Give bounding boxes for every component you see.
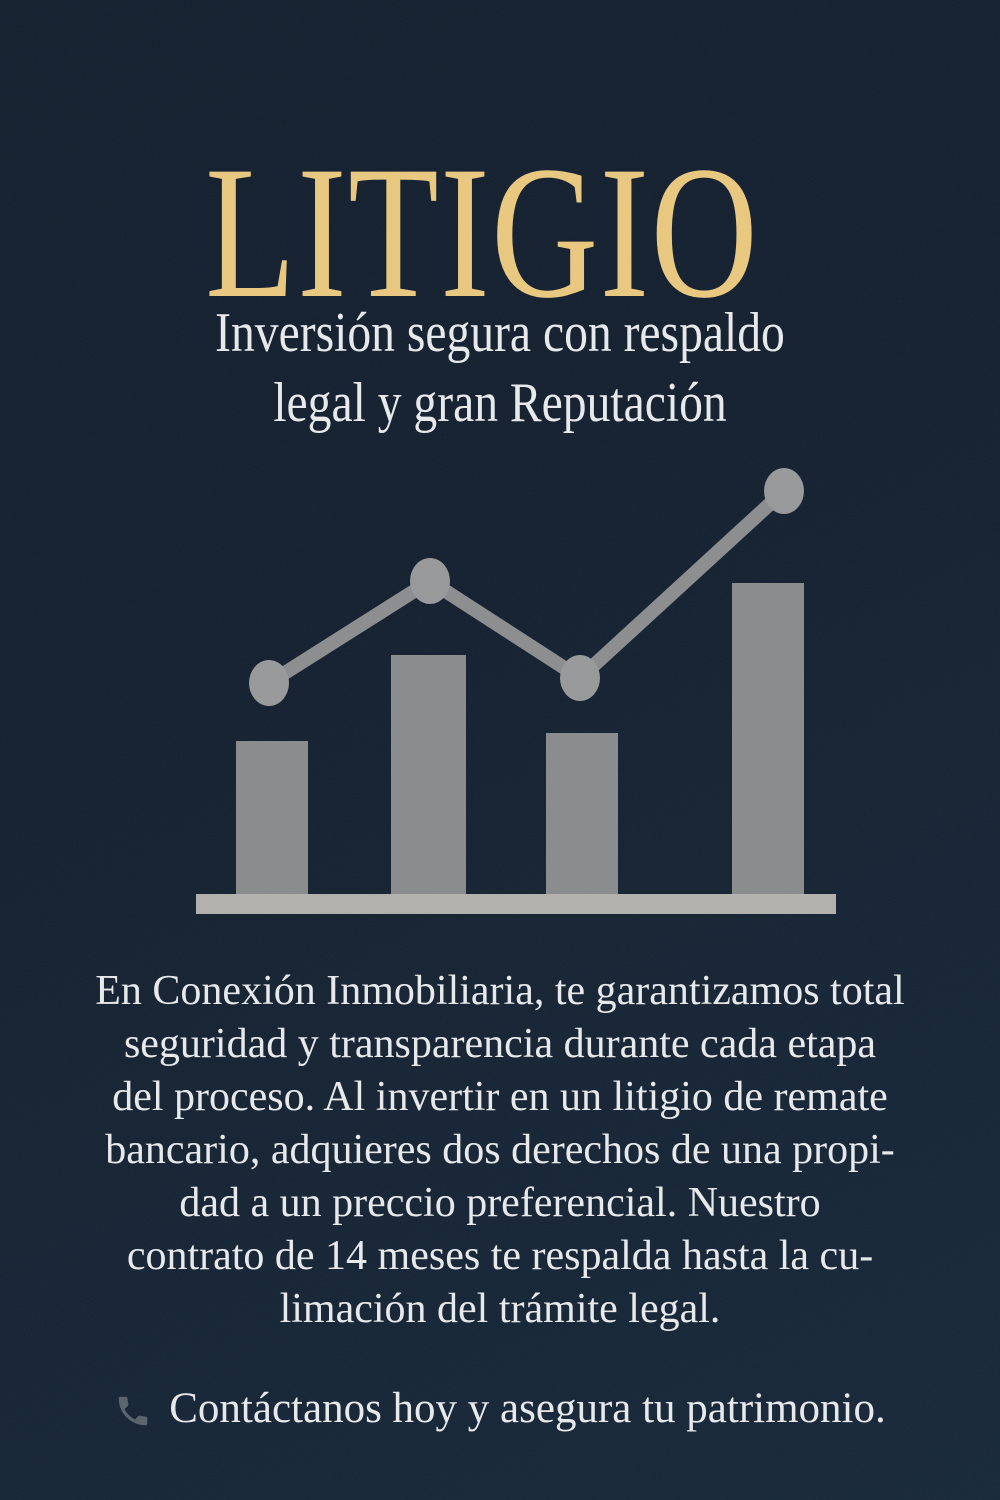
body-line: del proceso. Al invertir en un litigio d…: [112, 1074, 888, 1120]
chart-baseline: [196, 894, 836, 914]
body-line: dad a un preccio preferencial. Nuestro: [179, 1180, 821, 1226]
body-line: bancario, adquieres dos derechos de una …: [105, 1127, 895, 1173]
chart-bar-2: [391, 655, 466, 896]
phone-icon: [118, 1396, 148, 1426]
subtitle-line-2: legal y gran Reputación: [273, 372, 727, 434]
body-line: En Conexión Inmobiliaria, te garantizamo…: [95, 968, 905, 1014]
body-copy: En Conexión Inmobiliaria, te garantizamo…: [0, 965, 1000, 1336]
trend-dot-1: [249, 660, 289, 706]
trend-dot-3: [560, 655, 600, 701]
chart-bar-4: [732, 583, 804, 896]
chart-bar-3: [546, 733, 618, 896]
chart-bar-1: [236, 741, 308, 896]
body-line: limación del trámite legal.: [279, 1286, 721, 1332]
body-line: seguridad y transparencia durante cada e…: [123, 1021, 877, 1067]
bar-line-chart-icon: [190, 455, 846, 925]
trend-dot-4: [764, 468, 804, 514]
contact-cta[interactable]: Contáctanos hoy y asegura tu patrimonio.: [0, 1384, 1000, 1434]
body-line: contrato de 14 meses te respalda hasta l…: [126, 1233, 874, 1279]
subtitle: Inversión segura con respaldo legal y gr…: [75, 298, 925, 438]
contact-text: Contáctanos hoy y asegura tu patrimonio.: [169, 1385, 886, 1432]
subtitle-line-1: Inversión segura con respaldo: [215, 302, 785, 364]
bar-line-chart-icon-svg: [196, 468, 836, 914]
trend-line: [262, 484, 791, 690]
trend-dot-2: [410, 558, 450, 604]
